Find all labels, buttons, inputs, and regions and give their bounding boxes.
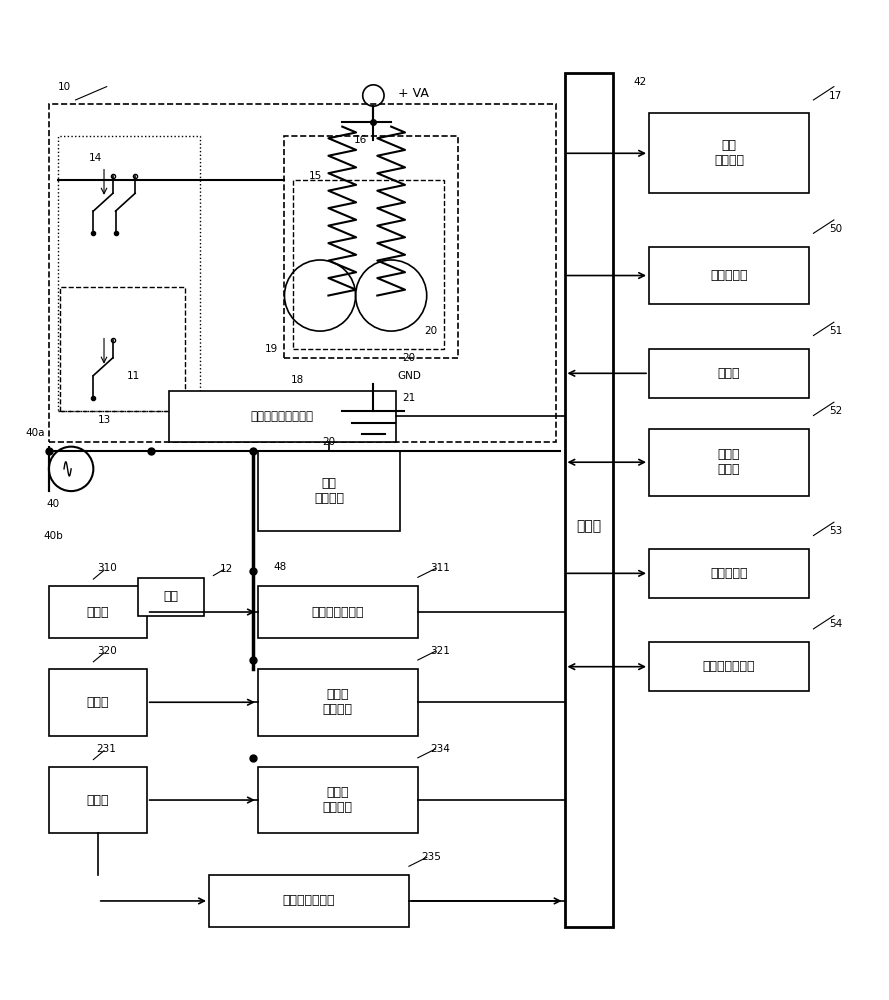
FancyBboxPatch shape [258,451,400,531]
Text: 40: 40 [47,499,60,509]
FancyBboxPatch shape [169,391,396,442]
Text: 盖开闭
传感器: 盖开闭 传感器 [717,448,741,476]
Text: 12: 12 [220,564,233,574]
Text: 显示部: 显示部 [717,367,741,380]
FancyBboxPatch shape [565,73,613,927]
Text: GND: GND [397,371,420,381]
FancyBboxPatch shape [209,875,409,927]
FancyBboxPatch shape [258,669,418,736]
Text: 51: 51 [829,326,842,336]
Text: 排水泵: 排水泵 [86,696,109,709]
FancyBboxPatch shape [49,669,147,736]
FancyBboxPatch shape [649,349,809,398]
FancyBboxPatch shape [258,586,418,638]
Text: 40a: 40a [26,428,45,438]
Text: 供水阀驱动电路: 供水阀驱动电路 [311,606,364,619]
Text: 控制
电源电路: 控制 电源电路 [314,477,344,505]
Text: 排水阀: 排水阀 [86,606,109,619]
Text: 14: 14 [89,153,101,163]
FancyBboxPatch shape [649,642,809,691]
Text: 电阻: 电阻 [164,590,179,603]
Text: 231: 231 [97,744,116,754]
Text: 21: 21 [403,393,415,403]
Text: 电源
切断开关: 电源 切断开关 [714,139,744,167]
Text: 电动机
驱动电路: 电动机 驱动电路 [323,786,353,814]
Text: 321: 321 [430,646,450,656]
FancyBboxPatch shape [49,767,147,833]
FancyBboxPatch shape [138,578,204,616]
Text: 13: 13 [99,415,111,425]
Text: 17: 17 [829,91,842,101]
Text: 50: 50 [829,224,842,234]
Text: 排水泵
驱动电路: 排水泵 驱动电路 [323,688,353,716]
Text: 20: 20 [323,437,335,447]
Text: 输入设定部: 输入设定部 [710,269,748,282]
Text: 16: 16 [354,135,366,145]
Text: 电动机: 电动机 [86,794,109,807]
Text: 控制部: 控制部 [576,520,602,534]
Text: 235: 235 [421,852,441,862]
Text: 40b: 40b [44,531,63,541]
Text: 52: 52 [829,406,842,416]
FancyBboxPatch shape [649,247,809,304]
Text: 311: 311 [430,563,450,573]
Text: 非易失性存储器: 非易失性存储器 [702,660,756,673]
Text: 54: 54 [829,619,842,629]
Text: 310: 310 [97,563,116,573]
Text: 320: 320 [97,646,116,656]
Text: 旋转传感器电路: 旋转传感器电路 [283,894,335,907]
Text: 15: 15 [309,171,322,181]
Text: 11: 11 [127,371,140,381]
Text: 20: 20 [425,326,437,336]
Text: 42: 42 [634,77,646,87]
FancyBboxPatch shape [258,767,418,833]
Text: 19: 19 [265,344,277,354]
Text: 10: 10 [58,82,71,92]
Text: 20: 20 [403,353,415,363]
Text: 48: 48 [274,562,286,572]
Text: + VA: + VA [398,87,428,100]
FancyBboxPatch shape [649,549,809,598]
Text: 18: 18 [292,375,304,385]
Text: 水位感测部: 水位感测部 [710,567,748,580]
FancyBboxPatch shape [649,429,809,496]
Text: 电源继电器驱动电路: 电源继电器驱动电路 [251,410,314,423]
FancyBboxPatch shape [649,113,809,193]
FancyBboxPatch shape [49,586,147,638]
Text: 53: 53 [829,526,842,536]
Text: 234: 234 [430,744,450,754]
